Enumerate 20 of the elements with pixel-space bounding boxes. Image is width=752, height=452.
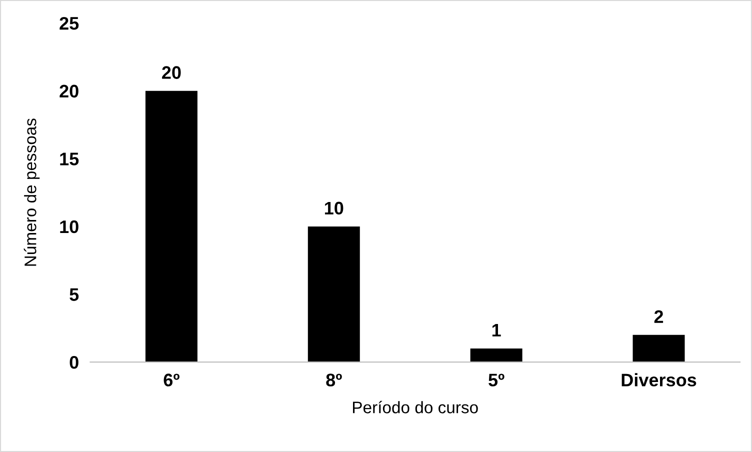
data-label: 2 <box>654 310 664 323</box>
data-label: 10 <box>324 202 344 215</box>
y-tick-label: 25 <box>60 16 79 30</box>
bar <box>470 348 522 362</box>
bar <box>145 90 198 362</box>
y-axis-title: Número de pessoas <box>24 118 40 266</box>
x-tick-label: 6º <box>164 374 180 386</box>
data-label: 1 <box>492 324 501 336</box>
y-tick-label: 0 <box>70 356 78 369</box>
x-tick-label: 5º <box>488 374 504 386</box>
y-tick-label: 15 <box>60 152 79 166</box>
data-label: 20 <box>162 66 181 79</box>
y-tick-label: 20 <box>60 84 78 98</box>
bar <box>308 226 360 362</box>
x-axis-title: Período do curso <box>353 400 478 414</box>
x-tick-label: 8º <box>326 374 342 386</box>
y-tick-label: 5 <box>70 288 79 301</box>
y-tick-label: 10 <box>60 220 78 234</box>
bar <box>632 334 685 362</box>
x-tick-label: Diversos <box>622 373 696 386</box>
